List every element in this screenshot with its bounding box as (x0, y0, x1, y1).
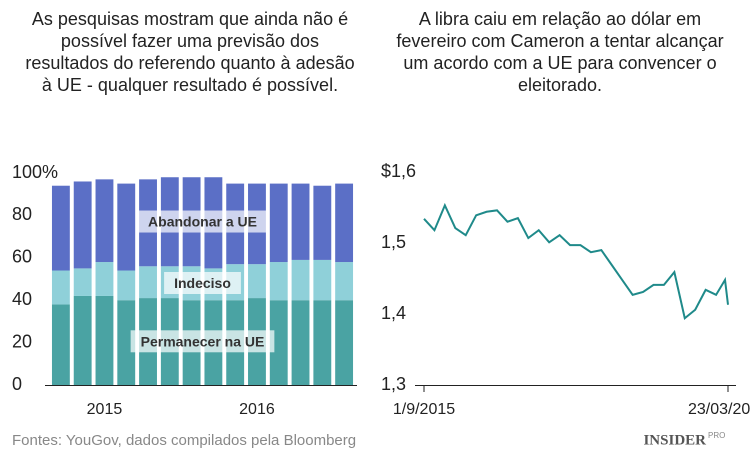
x-tick-label: 2016 (239, 401, 275, 418)
bar-segment (248, 264, 266, 299)
y-tick-label: 80 (12, 204, 32, 224)
bar-segment (291, 259, 310, 301)
bar-segment (73, 181, 92, 269)
bar-segment (335, 300, 354, 385)
bar-segment (139, 266, 157, 299)
series-label: Abandonar a UE (148, 214, 257, 230)
y-tick-label: 100% (12, 162, 58, 182)
bar-segment (51, 270, 70, 305)
series-label-bg (138, 210, 267, 233)
line (423, 202, 729, 321)
bar-segment (117, 183, 136, 271)
series-label-bg (164, 272, 241, 295)
bar-segment (95, 179, 114, 263)
bar-segment (313, 300, 332, 385)
bar-segment (51, 304, 70, 385)
x-tick-label: 1/9/2015 (393, 401, 455, 418)
y-tick-label: 1,5 (381, 232, 406, 252)
bar-segment (73, 268, 92, 296)
y-tick-label: 1,3 (381, 374, 406, 394)
x-tick-label: 2015 (87, 401, 123, 418)
logo: INSIDER (643, 432, 706, 448)
logo-sup: PRO (708, 431, 725, 440)
y-tick-label: 20 (12, 331, 32, 351)
right-title: A libra caiu em relação ao dólar em feve… (396, 9, 724, 95)
bar-segment (95, 262, 114, 296)
bar-segment (313, 259, 332, 301)
bar-segment (335, 262, 354, 301)
bar-segment (51, 185, 70, 271)
bar-segment (313, 185, 332, 260)
bar-segment (117, 300, 136, 385)
y-tick-label: 1,4 (381, 303, 406, 323)
bar-segment (291, 183, 310, 260)
bar-segment (269, 300, 288, 385)
series-label-bg (130, 330, 275, 353)
bar-segment (335, 183, 354, 263)
left-title: As pesquisas mostram que ainda não é pos… (25, 9, 355, 95)
series-label: Indeciso (174, 275, 231, 291)
y-tick-label: 60 (12, 247, 32, 267)
bar-segment (73, 295, 92, 385)
y-tick-label: 0 (12, 374, 22, 394)
series-label: Permanecer na UE (141, 333, 265, 349)
y-tick-label: 40 (12, 289, 32, 309)
bar-segment (269, 183, 288, 263)
source: Fontes: YouGov, dados compilados pela Bl… (12, 432, 356, 449)
bar-segment (291, 300, 310, 385)
y-tick-label: $1,6 (381, 161, 416, 181)
bar-segment (95, 295, 114, 385)
x-tick-label: 23/03/2016 (688, 401, 750, 418)
bar-segment (117, 270, 136, 301)
bar-segment (269, 262, 288, 301)
